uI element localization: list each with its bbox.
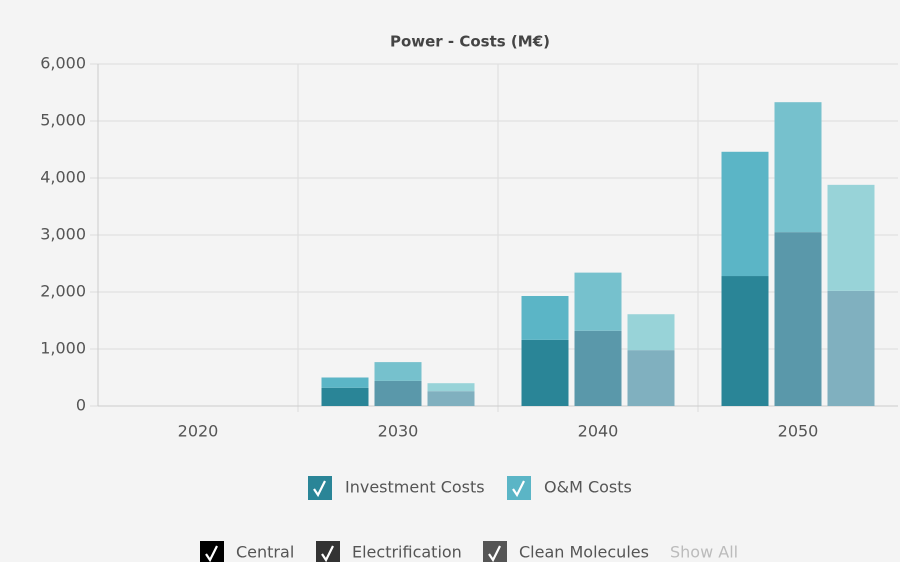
bar-segment xyxy=(521,295,569,340)
scenario-checkbox[interactable] xyxy=(316,541,340,562)
scenario-checkbox[interactable] xyxy=(483,541,507,562)
bar-segment xyxy=(321,387,369,406)
scenario-checkbox[interactable] xyxy=(200,541,224,562)
bar-segment xyxy=(627,350,675,406)
y-tick-label: 1,000 xyxy=(40,339,86,358)
y-tick-label: 6,000 xyxy=(40,54,86,73)
check-mark xyxy=(313,480,326,498)
scenario-label[interactable]: Electrification xyxy=(352,543,462,562)
y-tick-label: 5,000 xyxy=(40,111,86,130)
x-tick-label: 2020 xyxy=(178,422,219,441)
legend-checkbox[interactable] xyxy=(308,476,332,500)
check-mark xyxy=(205,545,218,562)
bar-segment xyxy=(774,232,822,406)
bar-segment xyxy=(574,330,622,406)
legend-checkbox[interactable] xyxy=(507,476,531,500)
check-mark xyxy=(488,545,501,562)
scenario-label[interactable]: Clean Molecules xyxy=(519,543,649,562)
x-tick-label: 2030 xyxy=(378,422,419,441)
show-all-link[interactable]: Show All xyxy=(670,543,738,562)
legend-label[interactable]: Investment Costs xyxy=(345,478,485,497)
bar-segment xyxy=(827,184,875,291)
bar-segment xyxy=(374,362,422,381)
chart-title: Power - Costs (M€) xyxy=(390,33,550,51)
bar-segment xyxy=(374,380,422,406)
check-mark xyxy=(512,480,525,498)
bar-segment xyxy=(427,383,475,392)
bar-segment xyxy=(427,391,475,406)
bar-segment xyxy=(827,290,875,406)
bar-segment xyxy=(321,377,369,388)
bar-segment xyxy=(627,314,675,351)
x-tick-label: 2050 xyxy=(778,422,819,441)
bar-segment xyxy=(574,272,622,331)
y-tick-label: 2,000 xyxy=(40,282,86,301)
y-tick-label: 3,000 xyxy=(40,225,86,244)
check-mark xyxy=(321,545,334,562)
bar-segment xyxy=(721,276,769,406)
scenario-label[interactable]: Central xyxy=(236,543,294,562)
bar-segment xyxy=(774,102,822,233)
bar-segment xyxy=(721,151,769,277)
bar-segment xyxy=(521,339,569,406)
y-tick-label: 4,000 xyxy=(40,168,86,187)
y-tick-label: 0 xyxy=(76,396,86,415)
legend-label[interactable]: O&M Costs xyxy=(544,478,632,497)
x-tick-label: 2040 xyxy=(578,422,619,441)
